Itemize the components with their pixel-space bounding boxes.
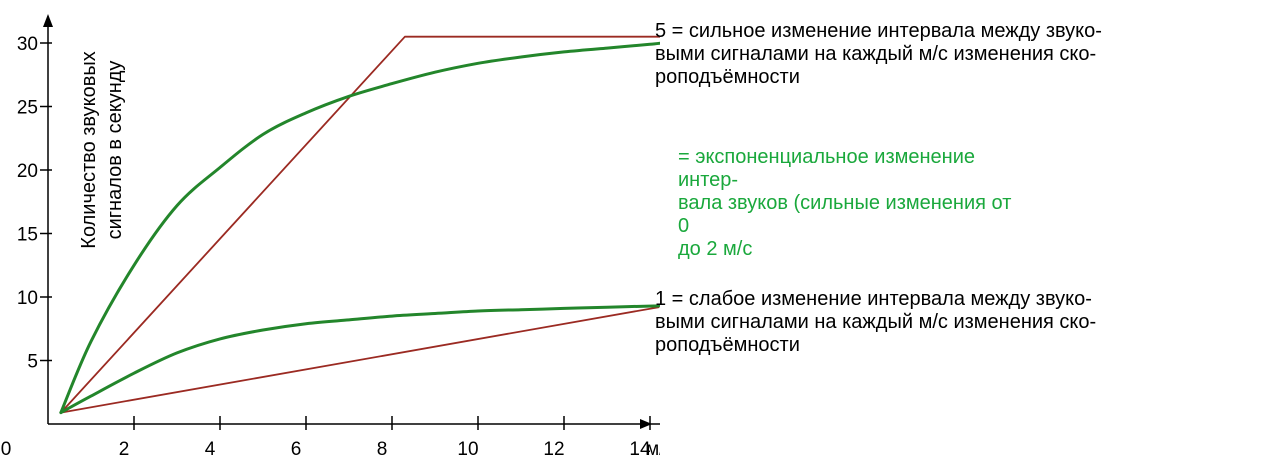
y-axis-label-line: Количество звуковых xyxy=(78,51,100,248)
annotation-line: 1 = слабое изменение интервала между зву… xyxy=(655,288,1092,310)
annotation-line: 5 = сильное изменение интервала между зв… xyxy=(655,20,1102,42)
x-tick-label: 10 xyxy=(457,439,478,459)
y-tick-label: 30 xyxy=(17,34,38,55)
y-tick-label: 25 xyxy=(17,98,38,119)
x-tick-label: 12 xyxy=(543,439,564,459)
series-line-exponential xyxy=(59,304,660,415)
y-axis-label: Количество звуковых сигналов в секунду xyxy=(78,51,126,248)
annotation-setting-1: 1 = слабое изменение интервала между зву… xyxy=(655,288,1270,357)
x-tick-label: 8 xyxy=(377,439,388,459)
annotation-exponential: = экспоненциальное изменение интер- вала… xyxy=(678,146,1028,261)
x-axis-label: м/с xyxy=(646,439,660,459)
annotation-line: вала звуков (сильные изменения от 0 xyxy=(678,192,1012,237)
y-tick-label: 5 xyxy=(27,352,38,373)
ticks: 5 10 15 20 25 30 0 2 4 6 8 10 12 14м/с xyxy=(1,34,660,459)
annotation-line: = экспоненциальное изменение интер- xyxy=(678,146,975,191)
series-line-linear xyxy=(60,306,660,414)
annotation-line: роподъёмности xyxy=(655,334,800,356)
x-tick-label: 2 xyxy=(119,439,130,459)
y-axis-arrow xyxy=(43,14,53,27)
annotation-line: роподъёмности xyxy=(655,66,800,88)
x-tick-label: 14 xyxy=(629,439,651,459)
axes xyxy=(43,14,660,429)
series-line-exponential xyxy=(59,41,660,415)
annotation-line: выми сигналами на каждый м/с изменения с… xyxy=(655,43,1097,65)
annotation-line: выми сигналами на каждый м/с изменения с… xyxy=(655,311,1097,333)
annotation-setting-5: 5 = сильное изменение интервала между зв… xyxy=(655,20,1270,89)
x-tick-label: 4 xyxy=(205,439,216,459)
x-tick-label: 0 xyxy=(1,439,12,459)
series-layer xyxy=(59,35,660,415)
y-tick-label: 20 xyxy=(17,161,38,182)
y-axis-label-line: сигналов в секунду xyxy=(104,61,126,240)
series-line-linear xyxy=(60,35,660,414)
y-tick-label: 10 xyxy=(17,288,38,309)
x-tick-label: 6 xyxy=(291,439,302,459)
x-axis-arrow xyxy=(640,419,652,429)
y-tick-label: 15 xyxy=(17,225,38,246)
annotation-line: до 2 м/с xyxy=(678,238,753,260)
chart: 5 10 15 20 25 30 0 2 4 6 8 10 12 14м/с Количество зву… xyxy=(1,14,660,459)
